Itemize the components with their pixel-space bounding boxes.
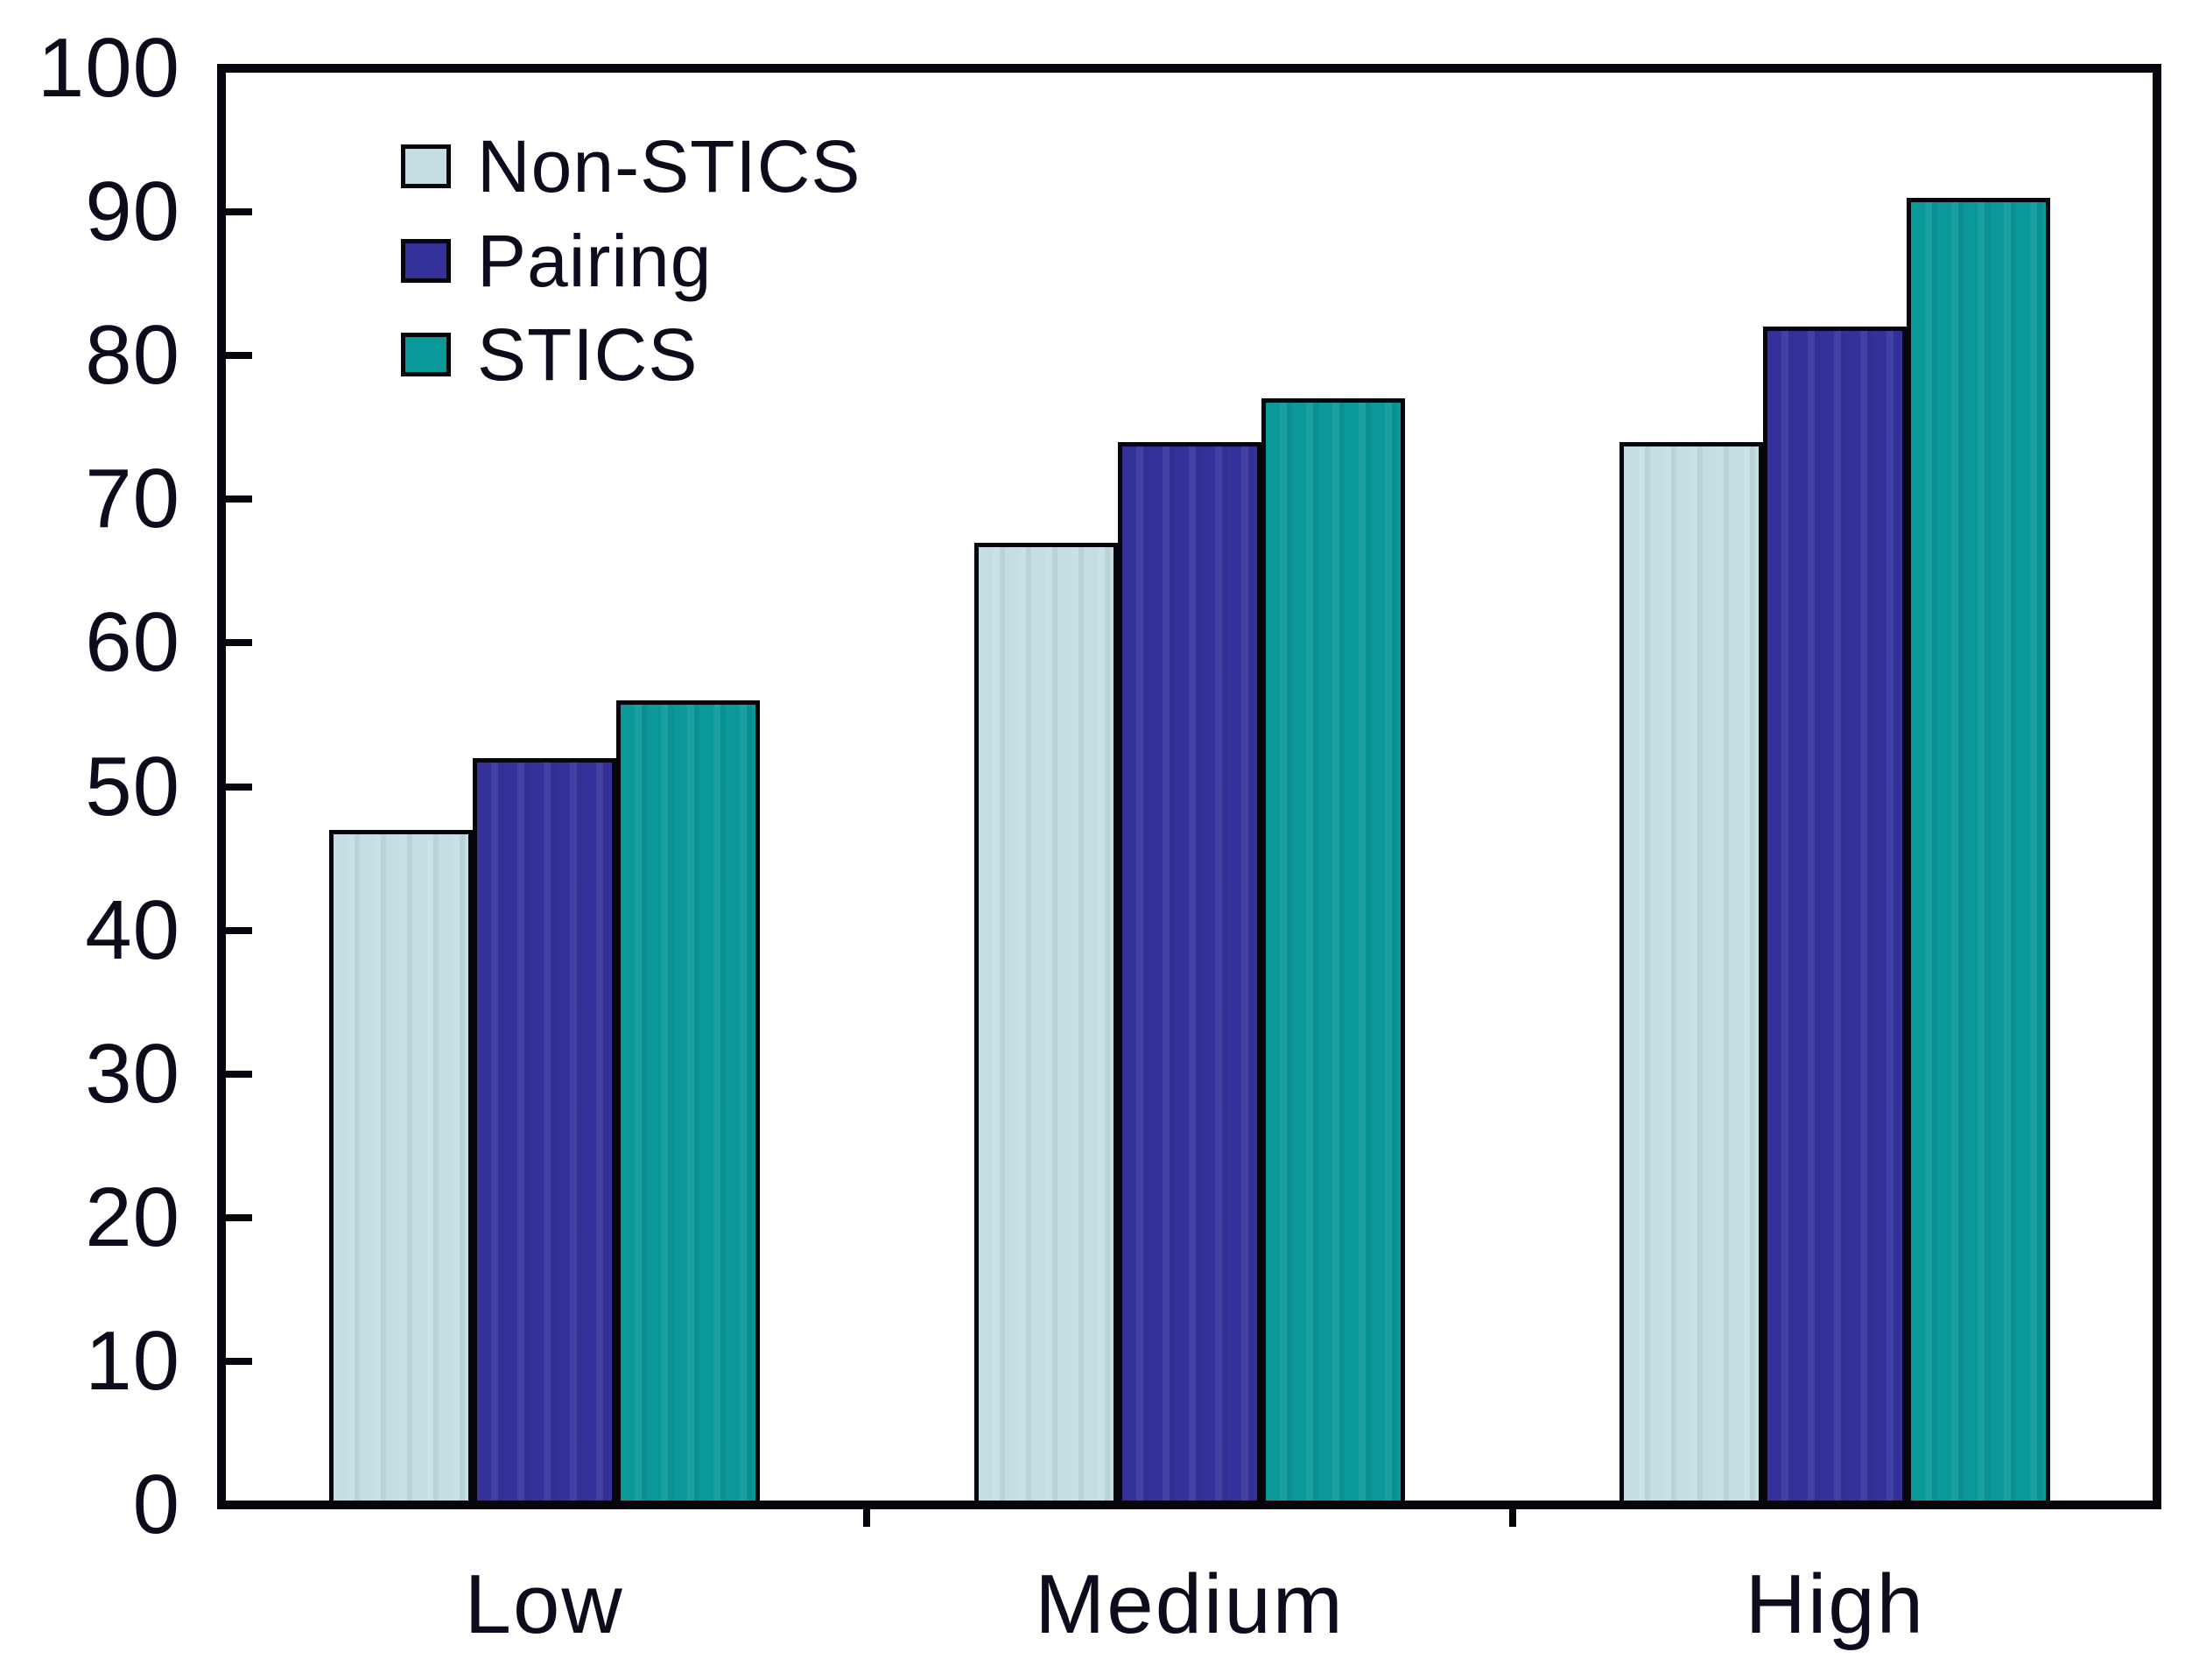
- bar-fill-texture: [1122, 446, 1257, 1501]
- y-axis-tick: [226, 639, 252, 647]
- bar-fill-texture: [1911, 201, 2047, 1501]
- bar-fill-texture: [1266, 403, 1401, 1501]
- y-axis-tick-label: 30: [85, 1026, 180, 1121]
- y-axis-tick-label: 90: [85, 165, 180, 259]
- y-axis-tick: [226, 1213, 252, 1221]
- y-axis-tick-label: 40: [85, 882, 180, 977]
- bar-fill-texture: [620, 705, 755, 1501]
- bar-fill-texture: [1767, 331, 1903, 1501]
- bar-fill-texture: [476, 762, 612, 1501]
- y-axis-tick-label: 20: [85, 1170, 180, 1264]
- y-axis-tick-label: 80: [85, 308, 180, 403]
- y-axis-tick-label: 0: [132, 1458, 180, 1551]
- bar-fill-texture: [333, 833, 468, 1501]
- x-category-label-low: Low: [464, 1557, 624, 1651]
- legend-swatch-non-stics: [401, 144, 451, 188]
- y-axis-tick: [226, 496, 252, 503]
- y-axis-tick: [226, 926, 252, 934]
- bar-low-pairing: [472, 757, 616, 1505]
- bar-medium-non-stics: [974, 542, 1118, 1505]
- y-axis-tick: [226, 1357, 252, 1365]
- y-axis-tick: [226, 1070, 252, 1078]
- y-axis-tick-label: 10: [85, 1313, 180, 1408]
- bar-low-stics: [615, 700, 760, 1505]
- bar-fill-texture: [979, 546, 1114, 1501]
- y-axis-tick-label: 100: [37, 21, 180, 115]
- legend-swatch-stics: [401, 333, 451, 376]
- legend-swatch-pairing: [401, 238, 451, 283]
- y-axis-tick-label: 60: [85, 595, 180, 690]
- y-axis-tick: [226, 208, 252, 216]
- y-axis-tick: [226, 352, 252, 360]
- y-axis-tick-label: 70: [85, 452, 180, 546]
- bar-medium-stics: [1261, 398, 1405, 1505]
- legend-label-stics: STICS: [477, 313, 699, 396]
- bar-fill-texture: [1624, 446, 1760, 1501]
- x-axis-tick: [863, 1501, 871, 1527]
- x-category-label-medium: Medium: [1035, 1557, 1345, 1651]
- bar-low-non-stics: [328, 829, 473, 1505]
- bar-high-pairing: [1763, 327, 1907, 1505]
- x-category-label-high: High: [1745, 1557, 1926, 1651]
- bar-high-non-stics: [1619, 441, 1764, 1505]
- bar-high-stics: [1907, 197, 2051, 1505]
- legend-label-non-stics: Non-STICS: [477, 125, 861, 207]
- y-axis-tick-label: 50: [85, 739, 180, 833]
- y-axis-tick: [226, 783, 252, 791]
- bar-medium-pairing: [1118, 441, 1261, 1505]
- plot-frame: [217, 64, 2161, 1509]
- legend-label-pairing: Pairing: [477, 219, 713, 302]
- x-axis-tick: [1508, 1501, 1516, 1527]
